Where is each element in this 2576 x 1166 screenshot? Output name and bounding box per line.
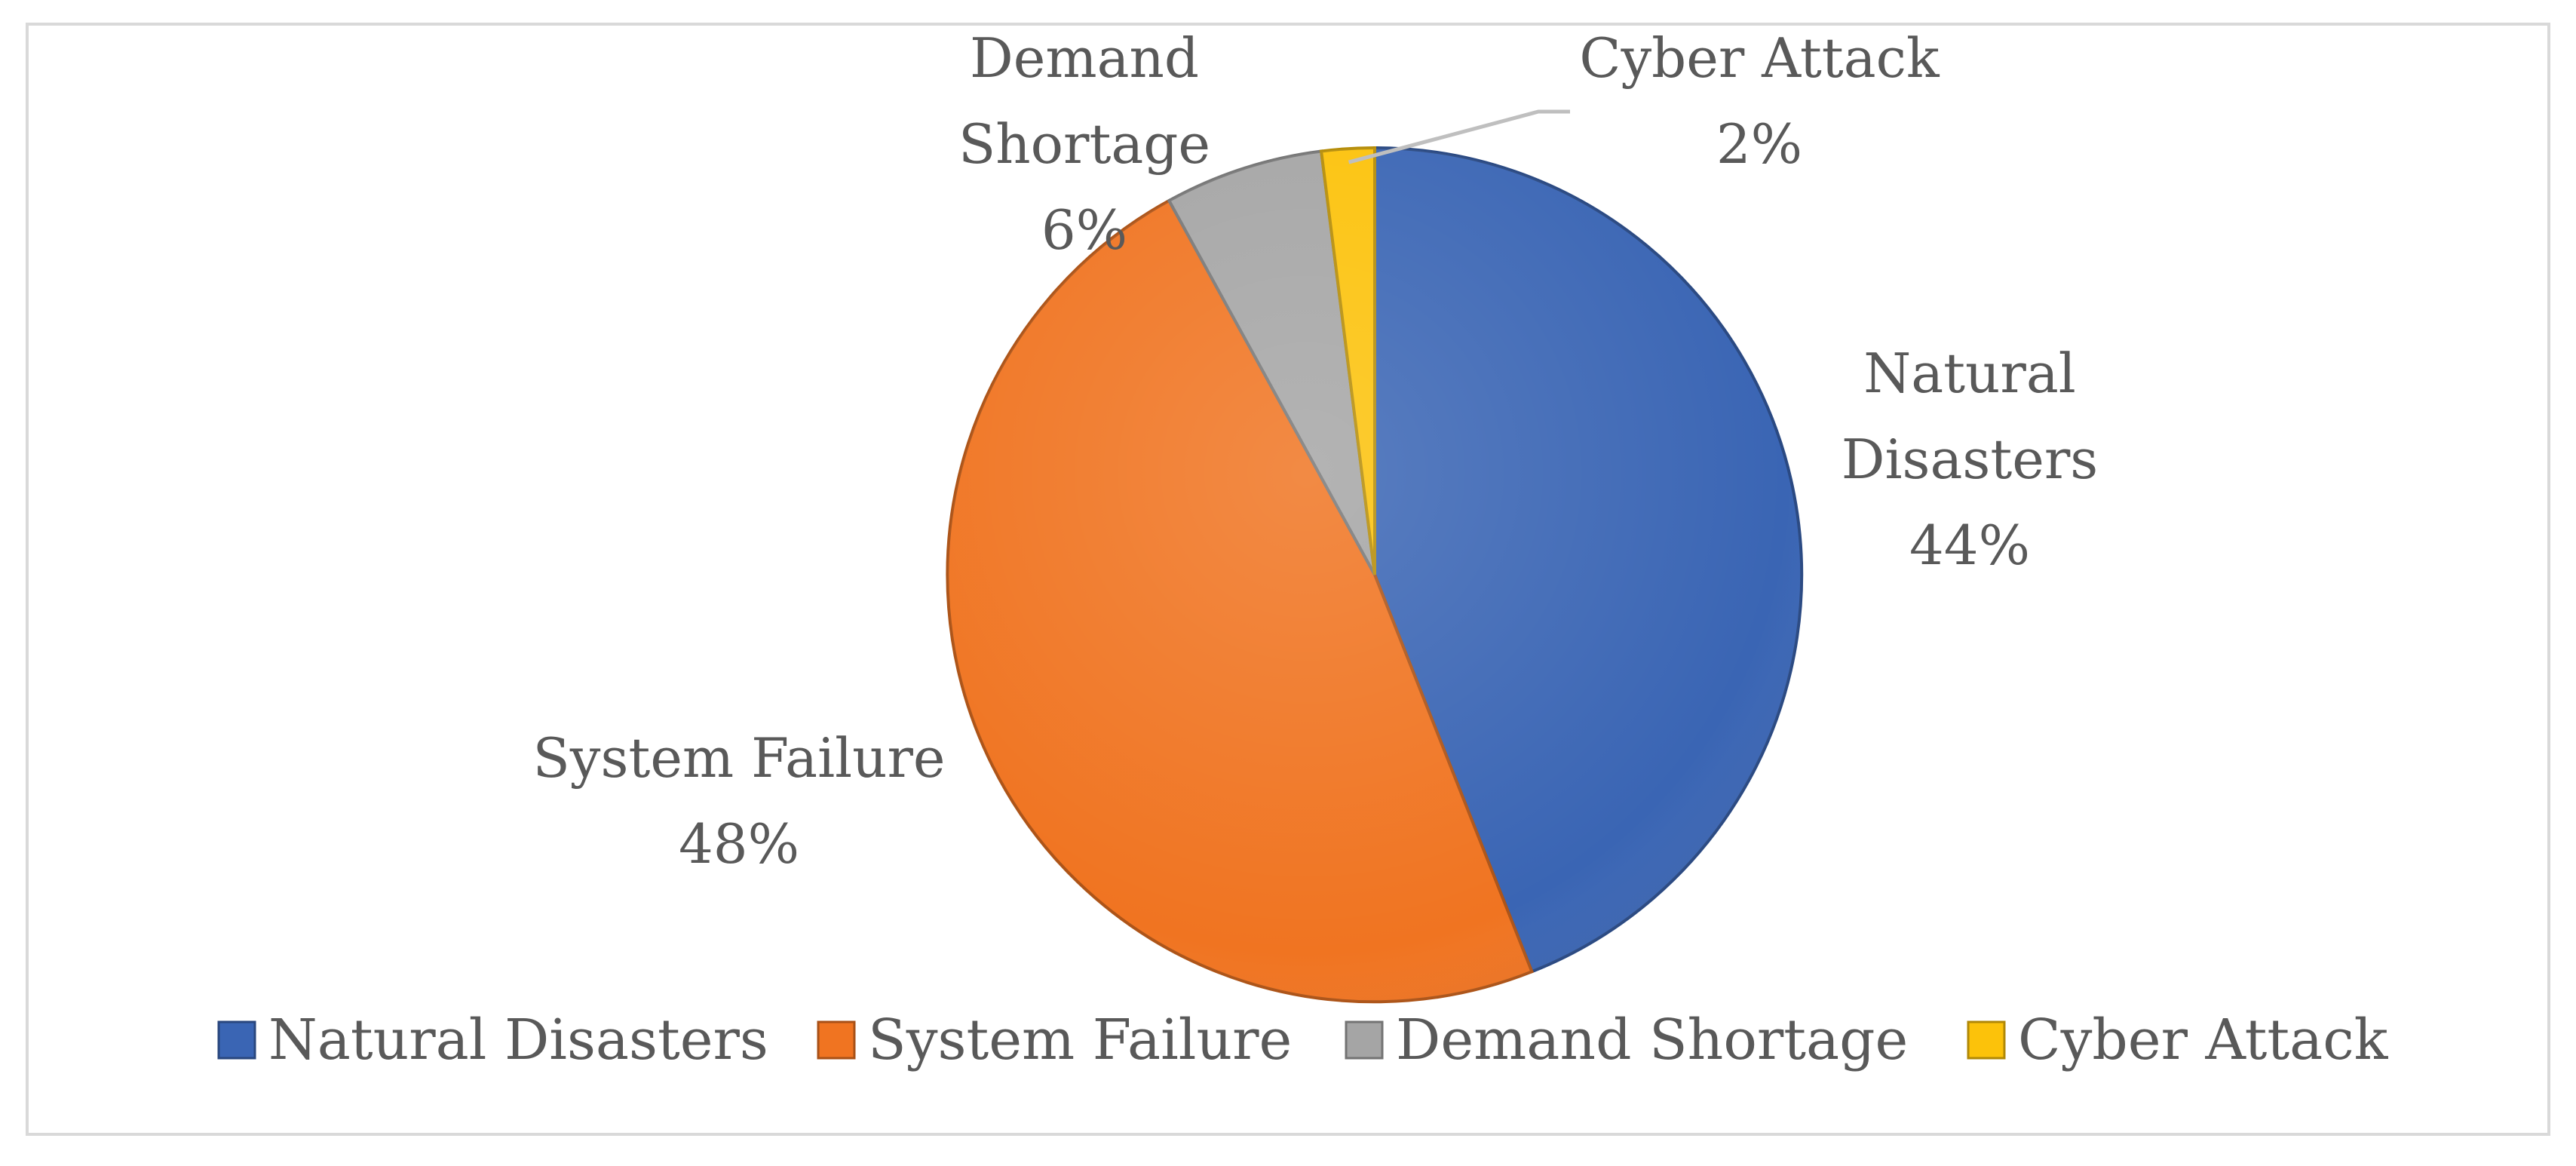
- legend-item-system-failure: System Failure: [817, 1008, 1292, 1072]
- data-label-value: 48%: [679, 812, 799, 876]
- legend-item-cyber-attack: Cyber Attack: [1967, 1008, 2389, 1072]
- legend-swatch: [1967, 1020, 2006, 1060]
- leader-line-cyber-attack: [1348, 109, 1570, 164]
- legend: Natural Disasters System Failure Demand Sh…: [217, 1008, 2389, 1072]
- legend-label: Demand Shortage: [1396, 1008, 1908, 1072]
- data-label-system-failure: System Failure 48%: [532, 726, 945, 876]
- legend-swatch: [1345, 1020, 1384, 1060]
- data-label-cyber-attack: Cyber Attack 2%: [1579, 26, 1940, 176]
- legend-item-natural-disasters: Natural Disasters: [217, 1008, 768, 1072]
- data-label-name: Disasters: [1842, 428, 2099, 491]
- data-labels: Natural Disasters 44% System Failure 48% Dema…: [532, 26, 2098, 876]
- data-label-name: Natural: [1863, 342, 2076, 405]
- legend-item-demand-shortage: Demand Shortage: [1345, 1008, 1908, 1072]
- data-label-name: Cyber Attack: [1579, 26, 1940, 90]
- legend-swatch: [817, 1020, 856, 1060]
- legend-label: Natural Disasters: [268, 1008, 768, 1072]
- data-label-value: 6%: [1041, 198, 1127, 262]
- pie-slices: [946, 146, 1804, 1004]
- legend-label: Cyber Attack: [2018, 1008, 2389, 1072]
- leader-lines: [1348, 109, 1570, 164]
- data-label-name: System Failure: [532, 726, 945, 790]
- data-label-natural-disasters: Natural Disasters 44%: [1842, 342, 2099, 577]
- data-label-name: Demand: [970, 26, 1199, 90]
- data-label-value: 2%: [1716, 112, 1802, 176]
- data-label-name: Shortage: [958, 112, 1210, 176]
- legend-label: System Failure: [868, 1008, 1292, 1072]
- data-label-demand-shortage: Demand Shortage 6%: [958, 26, 1210, 262]
- legend-swatch: [217, 1020, 256, 1060]
- data-label-value: 44%: [1909, 514, 2030, 577]
